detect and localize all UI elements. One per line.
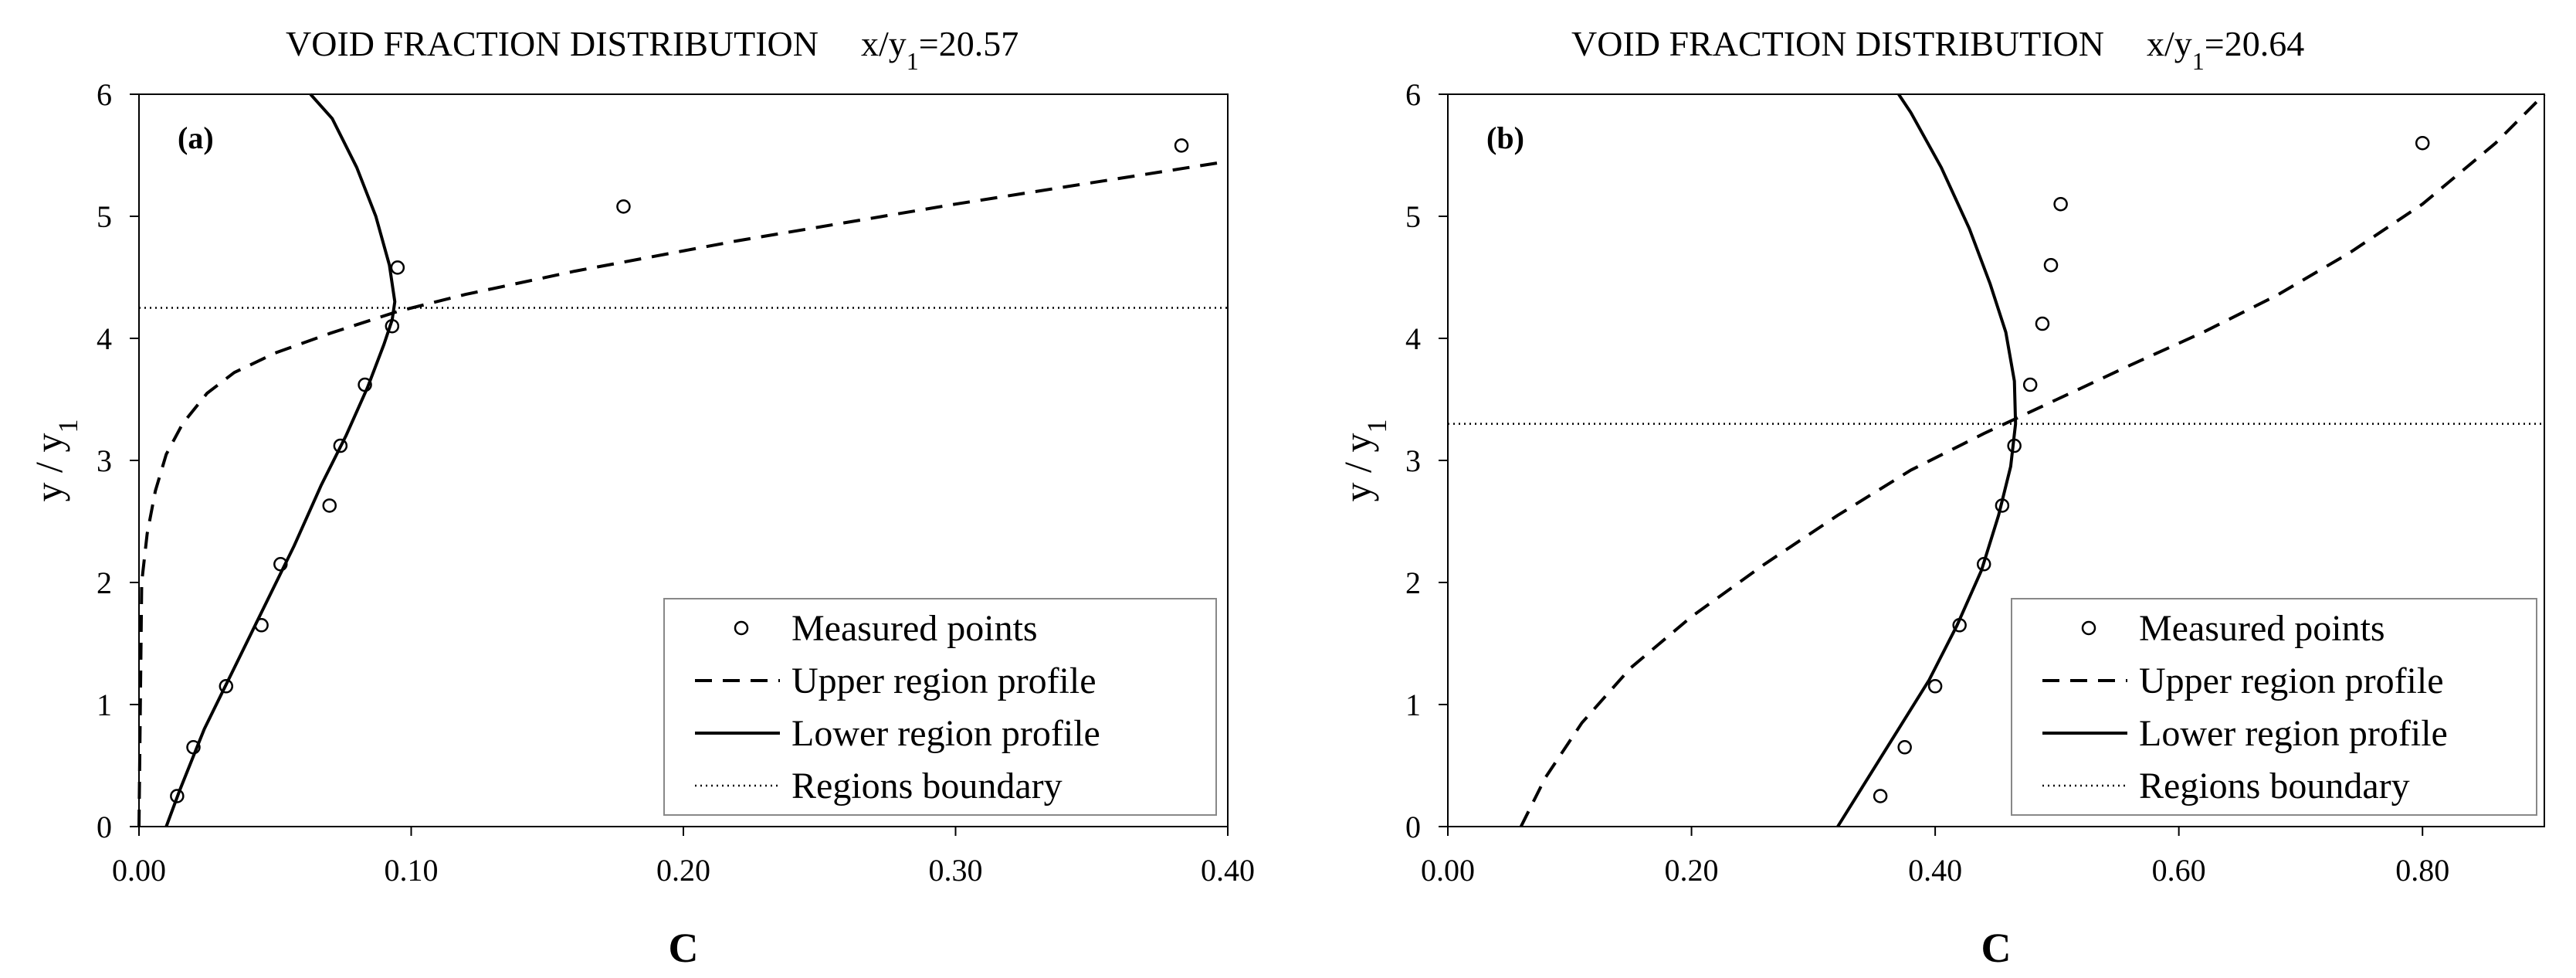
panel-label: (a) [178,121,214,155]
legend-label: Regions boundary [2139,766,2410,807]
legend-label: Regions boundary [791,766,1063,807]
upper-region-profile-line [137,159,1229,827]
y-tick-label: 5 [97,199,112,234]
x-tick-label: 0.60 [2152,853,2206,888]
measured-point [1927,679,1943,694]
legend-label: Measured points [2139,608,2385,649]
legend-label: Upper region profile [791,660,1096,701]
measured-point [2035,316,2050,331]
y-tick-label: 6 [97,77,112,112]
chart-title: VOID FRACTION DISTRIBUTION x/y1=20.64 [1571,24,2304,75]
chart-b: VOID FRACTION DISTRIBUTION x/y1=20.64 (b) 0… [1336,24,2546,971]
y-tick-label: 2 [1405,565,1421,600]
measured-point [616,199,631,214]
measured-point [1873,789,1888,803]
y-tick-label: 3 [1405,443,1421,478]
measured-point [2053,196,2068,212]
measured-point [2043,257,2059,273]
y-tick-label: 5 [1405,199,1421,234]
x-tick-label: 0.30 [929,853,983,888]
legend-box [663,598,1217,816]
legend-box [2011,598,2537,816]
panel-label: (b) [1486,121,1524,155]
y-tick-label: 4 [1405,321,1421,356]
x-tick-label: 0.00 [112,853,166,888]
y-axis-label: y / y1 [1336,419,1392,502]
x-tick-label: 0.40 [1201,853,1255,888]
measured-point [1897,740,1912,755]
lower-region-profile-line [1836,93,2018,828]
legend-label: Lower region profile [2139,713,2448,754]
lower-region-profile-line [164,93,397,827]
y-tick-label: 0 [97,810,112,844]
y-tick-label: 1 [97,688,112,722]
legend-label: Lower region profile [791,713,1100,754]
x-tick-label: 0.40 [1908,853,1962,888]
y-tick-label: 2 [97,565,112,600]
measured-point [390,260,405,275]
upper-region-profile-line [1519,93,2546,827]
y-tick-label: 6 [1405,77,1421,112]
x-tick-label: 0.00 [1421,853,1475,888]
legend-label: Measured points [791,608,1038,649]
y-tick-label: 4 [97,321,112,356]
legend-label: Upper region profile [2139,660,2444,701]
measured-point [322,498,337,513]
y-tick-label: 0 [1405,810,1421,844]
chart-title: VOID FRACTION DISTRIBUTION x/y1=20.57 [286,24,1019,75]
x-tick-label: 0.80 [2395,853,2449,888]
x-axis-label: C [669,925,699,971]
legend-marker-measured [734,620,749,636]
y-tick-label: 1 [1405,688,1421,722]
measured-point [2415,135,2430,151]
x-tick-label: 0.20 [1665,853,1719,888]
y-axis-label: y / y1 [27,419,83,502]
x-axis-label: C [1981,925,2012,971]
y-tick-label: 3 [97,443,112,478]
measured-point [1174,138,1189,153]
measured-point [2022,377,2038,392]
legend-marker-measured [2081,620,2096,636]
x-tick-label: 0.10 [385,853,439,888]
chart-a: VOID FRACTION DISTRIBUTION x/y1=20.57 (a) 0… [27,24,1255,971]
x-tick-label: 0.20 [656,853,710,888]
